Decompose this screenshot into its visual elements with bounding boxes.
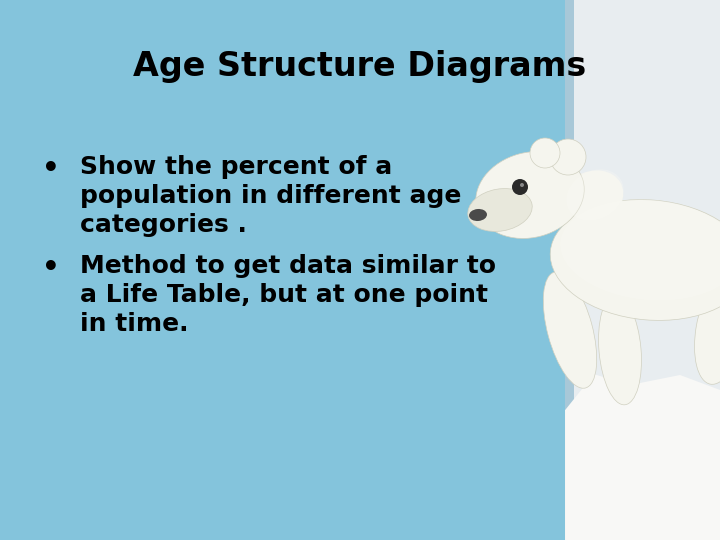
Circle shape [550,139,586,175]
Ellipse shape [567,170,624,221]
Text: in time.: in time. [80,312,189,335]
Text: categories .: categories . [80,213,247,237]
Text: •: • [42,155,60,183]
Bar [0,0,565,540]
Text: Method to get data similar to: Method to get data similar to [80,254,496,278]
Ellipse shape [476,152,584,239]
Circle shape [520,183,524,187]
Polygon shape [565,370,720,540]
Ellipse shape [598,295,642,405]
Ellipse shape [468,188,532,232]
Ellipse shape [557,171,624,230]
Bar [565,410,720,540]
Ellipse shape [560,200,720,300]
Text: Age Structure Diagrams: Age Structure Diagrams [133,50,587,83]
Bar [574,0,720,540]
Circle shape [530,138,560,168]
Ellipse shape [695,276,720,384]
Ellipse shape [544,272,597,388]
Text: population in different age: population in different age [80,184,462,208]
Text: •: • [42,254,60,281]
Bar [565,0,574,540]
Ellipse shape [550,200,720,320]
Text: Show the percent of a: Show the percent of a [80,155,392,179]
Ellipse shape [469,209,487,221]
Circle shape [512,179,528,195]
Text: a Life Table, but at one point: a Life Table, but at one point [80,282,488,307]
